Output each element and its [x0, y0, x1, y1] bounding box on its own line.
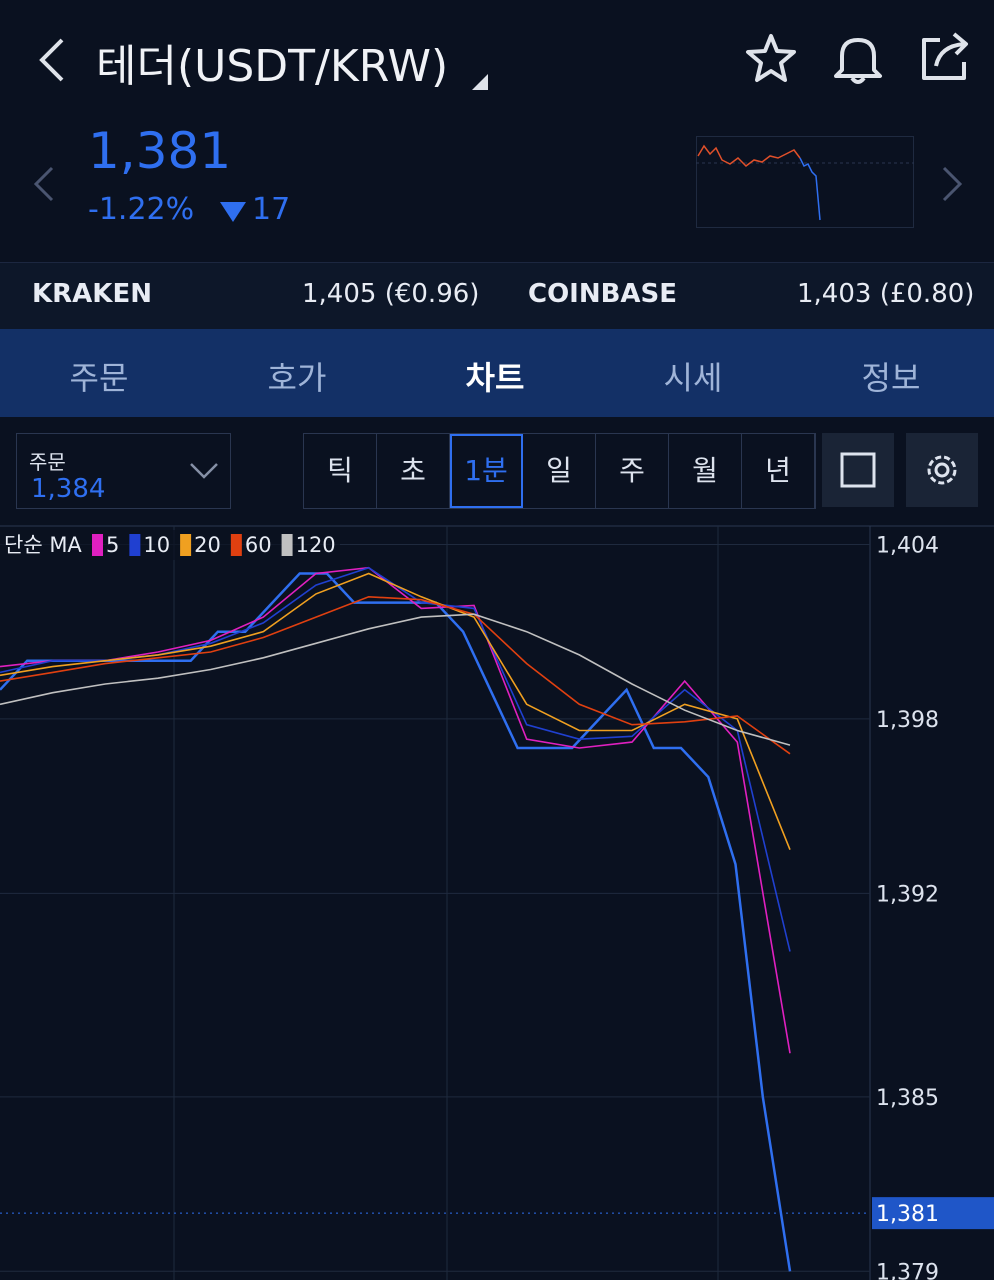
prev-arrow[interactable] — [32, 166, 56, 202]
interval-group: 틱 초 1분 일 주 월 년 — [303, 433, 816, 509]
legend-swatch — [129, 534, 141, 556]
alert-icon[interactable] — [830, 30, 886, 86]
current-price-label: 1,381 — [876, 1202, 939, 1227]
exchange-row: KRAKEN 1,405 (€0.96) COINBASE 1,403 (£0.… — [0, 262, 994, 329]
tab[interactable]: 호가 — [267, 359, 327, 397]
back-button[interactable] — [34, 36, 68, 84]
exchange-name: COINBASE — [528, 279, 678, 309]
exchange-price: 1,405 (€0.96) — [302, 279, 480, 309]
next-arrow[interactable] — [940, 166, 964, 202]
tab[interactable]: 정보 — [861, 359, 921, 397]
interval-button[interactable]: 년 — [742, 434, 815, 508]
y-tick-label: 1,392 — [876, 882, 939, 907]
tab-bar: 주문 호가 차트 시세 정보 — [0, 329, 994, 417]
exchange-name: KRAKEN — [32, 279, 152, 309]
legend-swatch — [230, 534, 242, 556]
legend-label: 120 — [296, 533, 336, 557]
chevron — [190, 463, 218, 479]
interval-button[interactable]: 초 — [377, 434, 450, 508]
legend-label: 5 — [106, 533, 119, 557]
sparkline — [696, 136, 914, 228]
draw-button[interactable] — [822, 433, 894, 507]
change-value: 17 — [252, 192, 291, 227]
interval-button[interactable]: 월 — [669, 434, 742, 508]
order-select[interactable]: 주문 1,384 — [16, 433, 231, 509]
legend-label: 20 — [194, 533, 221, 557]
y-tick-label: 1,379 — [876, 1260, 939, 1280]
share-icon[interactable] — [918, 30, 974, 84]
exchange-price: 1,403 (£0.80) — [797, 279, 975, 309]
price-line — [0, 572, 792, 1272]
chart: 1,404 1,398 1,392 1,385 1,379 단순 MA 5 10 20 60 120… — [0, 525, 994, 1280]
change-percent: -1.22% — [88, 192, 195, 227]
ma-line — [0, 595, 791, 755]
legend-label: 60 — [245, 533, 272, 557]
favorite-icon[interactable] — [744, 32, 798, 84]
ma-line — [0, 613, 791, 746]
tab[interactable]: 차트 — [465, 359, 525, 397]
y-tick-label: 1,385 — [876, 1086, 939, 1111]
legend-title: 단순 MA — [4, 533, 82, 557]
current-price: 1,381 — [88, 122, 232, 180]
legend-label: 10 — [143, 533, 170, 557]
ma-line — [0, 566, 791, 1054]
current-price-box — [872, 1197, 994, 1230]
interval-button[interactable]: 일 — [523, 434, 596, 508]
y-tick-label: 1,404 — [876, 533, 939, 558]
interval-button[interactable]: 주 — [596, 434, 669, 508]
ma-line — [0, 566, 791, 952]
order-value: 1,384 — [31, 474, 106, 504]
interval-button[interactable]: 틱 — [304, 434, 377, 508]
legend-swatch — [92, 534, 103, 556]
y-tick-label: 1,398 — [876, 708, 939, 733]
ma-line — [0, 572, 791, 850]
settings-button[interactable] — [906, 433, 978, 507]
legend-swatch — [281, 534, 293, 556]
interval-button[interactable]: 1분 — [450, 434, 523, 508]
order-label: 주문 — [29, 450, 66, 474]
tab[interactable]: 주문 — [69, 359, 129, 397]
title: 테더(USDT/KRW) — [96, 41, 449, 92]
dropdown-mark — [472, 74, 488, 90]
legend-swatch — [180, 534, 192, 556]
tab[interactable]: 시세 — [663, 359, 723, 397]
down-triangle — [220, 202, 246, 222]
